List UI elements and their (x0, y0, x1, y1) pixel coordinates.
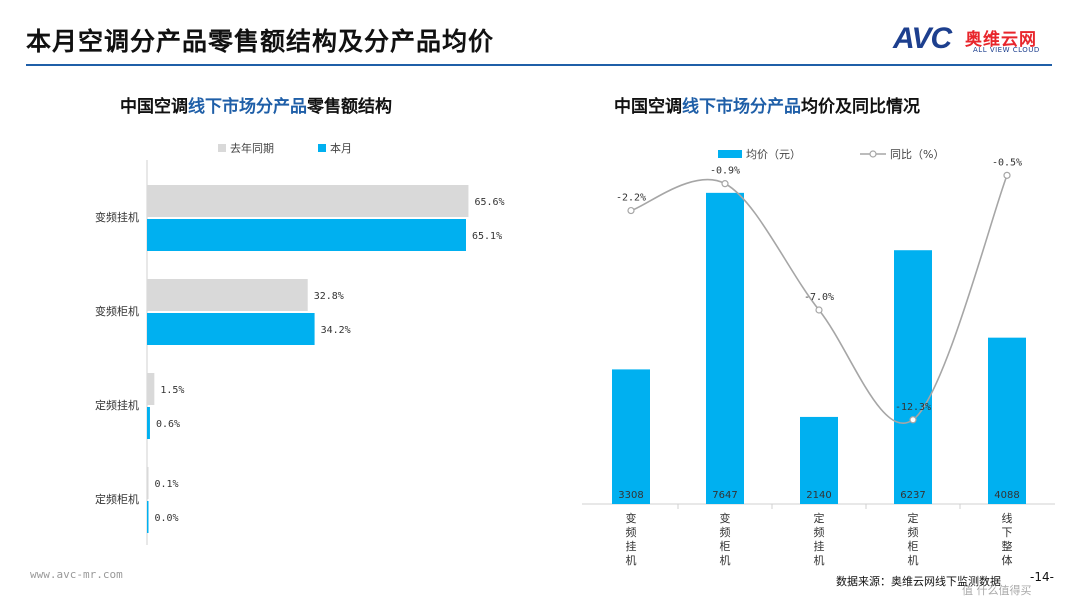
legend-swatch-0 (218, 144, 226, 152)
page-number: -14- (1030, 570, 1054, 584)
price-bar-2 (800, 416, 838, 504)
legend-line-marker (869, 150, 877, 158)
right-title-part-2: 线下市场分产品 (682, 97, 801, 117)
category-label-3: 定频柜机 (95, 492, 139, 506)
yoy-label-3: -12.3% (895, 402, 931, 413)
price-label-1: 7647 (712, 490, 737, 501)
left-chart-title: 中国空调线下市场分产品零售额结构 (120, 92, 392, 117)
right-chart-title: 中国空调线下市场分产品均价及同比情况 (614, 92, 920, 117)
left-title-part-3: 零售额结构 (307, 97, 392, 117)
price-label-4: 4088 (994, 490, 1019, 501)
bar-1-2 (147, 407, 150, 439)
right-title-part-1: 中国空调 (614, 97, 682, 117)
bar-label-1-2: 0.6% (156, 419, 180, 430)
legend-bar-label: 均价（元） (746, 148, 801, 161)
left-title-part-2: 线下市场分产品 (188, 97, 307, 117)
data-source: 数据来源：奥维云网线下监测数据 (836, 575, 1001, 588)
yoy-label-1: -0.9% (710, 166, 740, 177)
category-label-2: 定频挂机 (95, 398, 139, 412)
right-title-part-3: 均价及同比情况 (801, 97, 920, 117)
yoy-line (630, 175, 1008, 424)
category-label-2: 定频挂机 (814, 511, 825, 567)
logo-avc-text: AVC (893, 22, 952, 55)
bar-0-1 (147, 279, 308, 311)
bar-label-0-2: 1.5% (160, 385, 184, 396)
page-title: 本月空调分产品零售额结构及分产品均价 (26, 27, 495, 56)
right-combo-chart: 均价（元） 同比（%） 3308 变频挂机 7647 变频柜机 2140 定频挂机 6237 定频… (582, 148, 1055, 567)
bar-label-0-3: 0.1% (155, 479, 179, 490)
yoy-label-0: -2.2% (616, 193, 646, 204)
logo-cn-text: 奥维云网 (965, 30, 1037, 50)
site-url: www.avc-mr.com (30, 568, 123, 581)
bar-0-2 (147, 373, 155, 405)
category-label-0: 变频挂机 (95, 210, 139, 224)
bar-label-1-0: 65.1% (472, 231, 502, 242)
yoy-marker-2 (815, 306, 823, 314)
category-label-1: 变频柜机 (95, 304, 139, 318)
bar-label-1-3: 0.0% (155, 513, 179, 524)
bar-label-1-1: 34.2% (321, 325, 351, 336)
yoy-marker-0 (627, 206, 635, 215)
bar-label-0-1: 32.8% (314, 291, 344, 302)
legend-line-label: 同比（%） (890, 148, 944, 161)
category-label-1: 变频柜机 (720, 511, 731, 567)
category-label-3: 定频柜机 (908, 511, 919, 567)
bar-label-0-0: 65.6% (474, 197, 504, 208)
price-label-2: 2140 (806, 490, 831, 501)
price-bar-0 (612, 369, 650, 504)
legend-label-0: 去年同期 (230, 141, 274, 155)
price-label-3: 6237 (900, 490, 925, 501)
footer-badge: 值 什么值得买 (962, 584, 1032, 597)
logo-en-text: ALL VIEW CLOUD (973, 46, 1040, 54)
legend-bar-swatch (718, 150, 742, 158)
category-label-4: 线下整体 (1002, 511, 1013, 567)
yoy-marker-4 (1003, 171, 1011, 179)
right-legend: 均价（元） 同比（%） (718, 148, 944, 161)
price-bar-4 (988, 337, 1026, 504)
bar-0-0 (147, 185, 469, 217)
yoy-marker-3 (909, 416, 917, 424)
yoy-label-2: -7.0% (804, 292, 834, 303)
legend-swatch-1 (318, 144, 326, 152)
bar-0-3 (147, 467, 149, 499)
left-title-part-1: 中国空调 (120, 97, 188, 117)
legend-label-1: 本月 (330, 141, 352, 155)
price-bar-1 (706, 192, 744, 505)
bar-1-3 (147, 501, 149, 533)
title-divider (26, 64, 1052, 66)
yoy-label-4: -0.5% (992, 157, 1022, 168)
yoy-marker-1 (721, 180, 729, 188)
price-label-0: 3308 (618, 490, 643, 501)
avc-logo: AVC 奥维云网 ALL VIEW CLOUD (893, 24, 1053, 56)
bar-1-0 (147, 219, 466, 251)
price-bar-3 (894, 250, 932, 504)
bar-1-1 (147, 313, 315, 345)
category-label-0: 变频挂机 (626, 511, 637, 567)
left-legend: 去年同期 本月 (218, 141, 352, 155)
